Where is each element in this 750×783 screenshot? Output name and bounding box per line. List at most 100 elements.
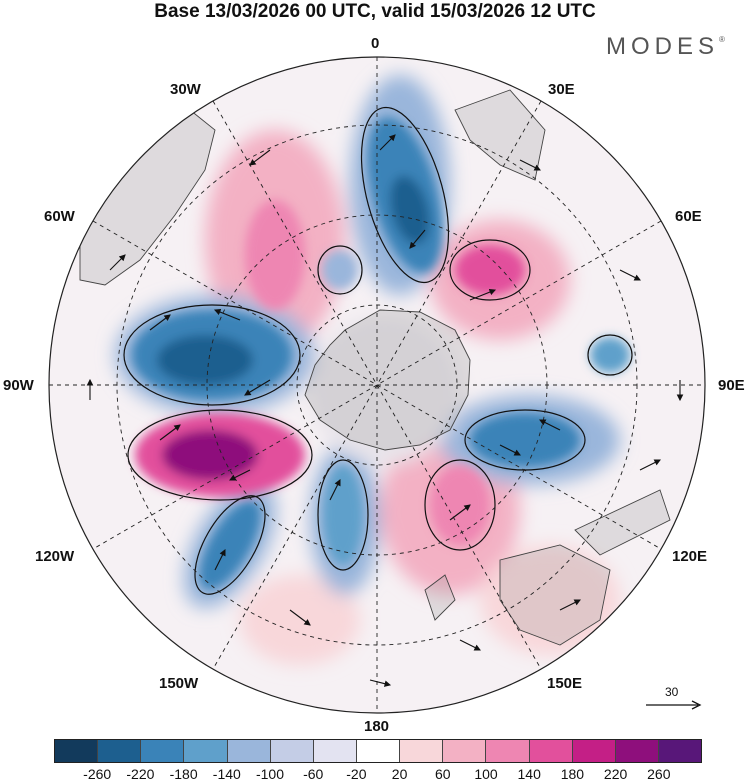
- colorbar-tick-label: 220: [603, 766, 628, 782]
- lon-label-120e: 120E: [672, 548, 708, 565]
- contour-blue-160w: [317, 459, 369, 571]
- colorbar-swatch: [227, 740, 271, 762]
- latitude-circle-outer: [116, 124, 638, 646]
- colorbar-tick-label: -100: [255, 766, 285, 782]
- lon-label-150w: 150W: [159, 675, 199, 692]
- contour-blue-90w: [123, 304, 301, 406]
- pink-core-40w: [245, 200, 305, 310]
- australia-outline: [499, 544, 611, 646]
- map-boundary: [48, 56, 706, 714]
- brand-logo: MODES®: [606, 33, 725, 61]
- wind-arrow: [539, 419, 561, 431]
- colorbar-tick-label: 260: [647, 766, 671, 782]
- indian-ocean-island-outline: [574, 489, 671, 556]
- pink-core-150e: [430, 465, 490, 545]
- wind-arrow: [109, 254, 126, 271]
- colorbar-swatch: [529, 740, 573, 762]
- wind-vectors: [86, 134, 684, 687]
- colorbar-swatch: [400, 740, 444, 762]
- colorbar-tick-label: -140: [212, 766, 241, 782]
- blue-core-20e-inner: [390, 175, 430, 245]
- reference-vector-label: 30: [665, 685, 679, 699]
- blue-core-10w: [322, 250, 358, 290]
- contour-blue-80e: [587, 334, 633, 376]
- colorbar-swatch: [658, 740, 702, 762]
- wind-arrow: [519, 159, 541, 171]
- wind-arrow: [149, 314, 171, 331]
- blue-core-135w: [199, 500, 261, 590]
- wind-arrow: [329, 479, 341, 501]
- lon-label-120w: 120W: [35, 548, 75, 565]
- pink-core-60e: [455, 245, 525, 295]
- colorbar-swatch: [55, 740, 99, 762]
- meridian-30e-150w: [212, 100, 542, 670]
- pink-field-southeast: [480, 545, 620, 655]
- wind-arrow: [244, 379, 271, 396]
- wind-arrow: [459, 639, 481, 651]
- wind-arrow: [213, 308, 241, 321]
- wind-arrow: [639, 459, 661, 471]
- wind-arrow: [379, 134, 396, 151]
- wind-arrow: [214, 549, 226, 571]
- colorbar-swatch: [98, 740, 142, 762]
- lon-label-30e: 30E: [548, 81, 575, 98]
- new-zealand-outline: [424, 574, 456, 621]
- blue-core-160w: [323, 465, 363, 565]
- contour-blue-20e: [360, 106, 450, 284]
- lon-label-30w: 30W: [170, 81, 201, 98]
- lon-label-90w: 90W: [3, 377, 34, 394]
- wind-arrow: [559, 599, 581, 611]
- graticule: [49, 57, 705, 713]
- wind-arrow: [449, 504, 471, 521]
- colorbar-swatch: [356, 740, 401, 762]
- lon-label-0: 0: [371, 35, 380, 52]
- contour-blue-10w: [317, 245, 363, 295]
- lon-label-150e: 150E: [547, 675, 583, 692]
- polar-stereographic-map: [48, 56, 706, 714]
- colorbar-tick-label: -60: [303, 766, 324, 782]
- lon-label-60w: 60W: [44, 208, 75, 225]
- africa-outline: [454, 89, 546, 181]
- contour-lines: [123, 106, 633, 595]
- colorbar: [54, 739, 702, 763]
- brand-name: MODES: [606, 33, 720, 60]
- contour-pink-150e: [424, 459, 496, 551]
- colorbar-swatch: [486, 740, 530, 762]
- wind-arrow: [369, 679, 392, 687]
- wind-arrow: [289, 609, 311, 626]
- colorbar-tick-label: 100: [474, 766, 498, 782]
- colorbar-swatch: [141, 740, 185, 762]
- colorbar-swatch: [572, 740, 616, 762]
- pink-field-south-west: [240, 575, 360, 665]
- lon-label-60e: 60E: [675, 208, 702, 225]
- colorbar-tick-label: -180: [169, 766, 198, 782]
- wind-arrow: [229, 469, 251, 481]
- colorbar-tick-label: 20: [391, 766, 408, 782]
- contour-pink-60e: [449, 239, 531, 301]
- colorbar-swatch: [313, 740, 357, 762]
- chart-title: Base 13/03/2026 00 UTC, valid 15/03/2026…: [154, 1, 596, 22]
- colorbar-tick-label: 60: [435, 766, 451, 782]
- anomaly-cores: [132, 117, 630, 590]
- meridian-30w-150e: [212, 100, 542, 670]
- wind-arrow: [249, 149, 271, 166]
- lon-label-180: 180: [364, 718, 390, 735]
- wind-arrow: [159, 424, 181, 441]
- wind-arrow: [499, 444, 521, 456]
- blue-core-100e: [470, 413, 580, 467]
- meridian-60e-120w: [92, 220, 662, 550]
- meridian-60w-120e: [92, 220, 662, 550]
- map-disc: [49, 57, 705, 713]
- reference-vector-arrow: [646, 700, 702, 710]
- registered-mark: ®: [719, 35, 725, 44]
- colorbar-tick-label: 180: [560, 766, 585, 782]
- colorbar-swatch: [615, 740, 659, 762]
- blue-core-80e: [590, 337, 630, 373]
- coastlines: [79, 89, 671, 646]
- colorbar-swatch: [270, 740, 314, 762]
- colorbar-tick-label: -220: [126, 766, 155, 782]
- blue-core-90w-inner: [157, 335, 253, 385]
- colorbar-tick-label: -260: [83, 766, 112, 782]
- wind-arrow: [409, 229, 426, 249]
- magenta-core-110w-inner: [162, 430, 258, 480]
